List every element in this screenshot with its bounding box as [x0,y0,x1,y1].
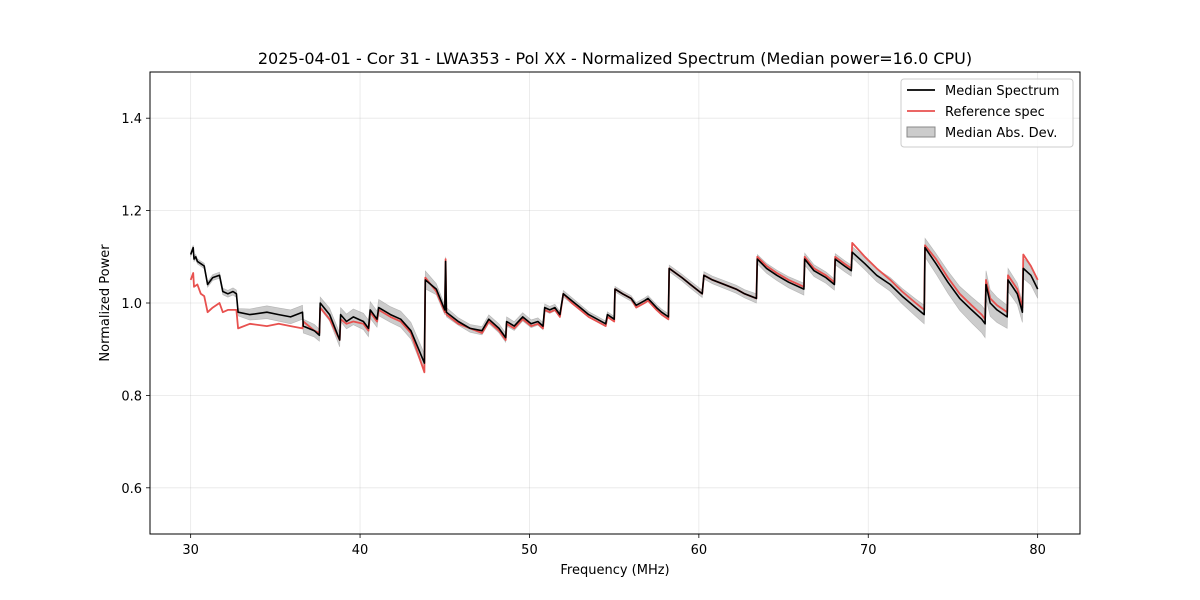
y-tick-label: 0.6 [121,482,142,497]
plot-area [189,237,1039,374]
legend-frame [900,78,1074,148]
y-axis: 0.6 0.8 1.0 1.2 1.4 [121,112,150,497]
y-tick-label: 1.4 [121,112,142,127]
y-tick-label: 0.8 [121,389,142,404]
legend: Median Spectrum Reference spec Median Ab… [900,78,1074,148]
x-tick-label: 30 [182,543,199,558]
x-tick-label: 40 [352,543,369,558]
x-tick-label: 50 [521,543,538,558]
legend-mad-swatch [906,126,936,138]
y-tick-label: 1.0 [121,297,142,312]
chart-title: 2025-04-01 - Cor 31 - LWA353 - Pol XX - … [258,49,972,68]
legend-mad-label: Median Abs. Dev. [945,126,1057,141]
legend-median-label: Median Spectrum [945,84,1059,99]
y-tick-label: 1.2 [121,205,142,220]
x-tick-label: 60 [691,543,708,558]
x-tick-label: 70 [860,543,877,558]
y-axis-label: Normalized Power [98,244,113,362]
x-tick-label: 80 [1029,543,1046,558]
legend-reference-label: Reference spec [945,105,1045,120]
x-axis-label: Frequency (MHz) [560,563,669,578]
x-axis: 30 40 50 60 70 80 [182,534,1046,558]
median-spectrum-line [189,246,1039,364]
